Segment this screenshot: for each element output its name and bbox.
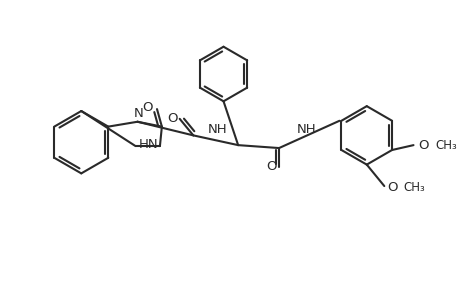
- Text: O: O: [265, 160, 276, 173]
- Text: O: O: [142, 100, 152, 114]
- Text: O: O: [167, 112, 178, 125]
- Text: O: O: [417, 139, 428, 152]
- Text: NH: NH: [296, 123, 315, 136]
- Text: O: O: [386, 182, 397, 194]
- Text: CH₃: CH₃: [434, 139, 456, 152]
- Text: N: N: [133, 107, 143, 121]
- Text: HN: HN: [138, 138, 158, 151]
- Text: CH₃: CH₃: [403, 182, 425, 194]
- Text: NH: NH: [207, 123, 227, 136]
